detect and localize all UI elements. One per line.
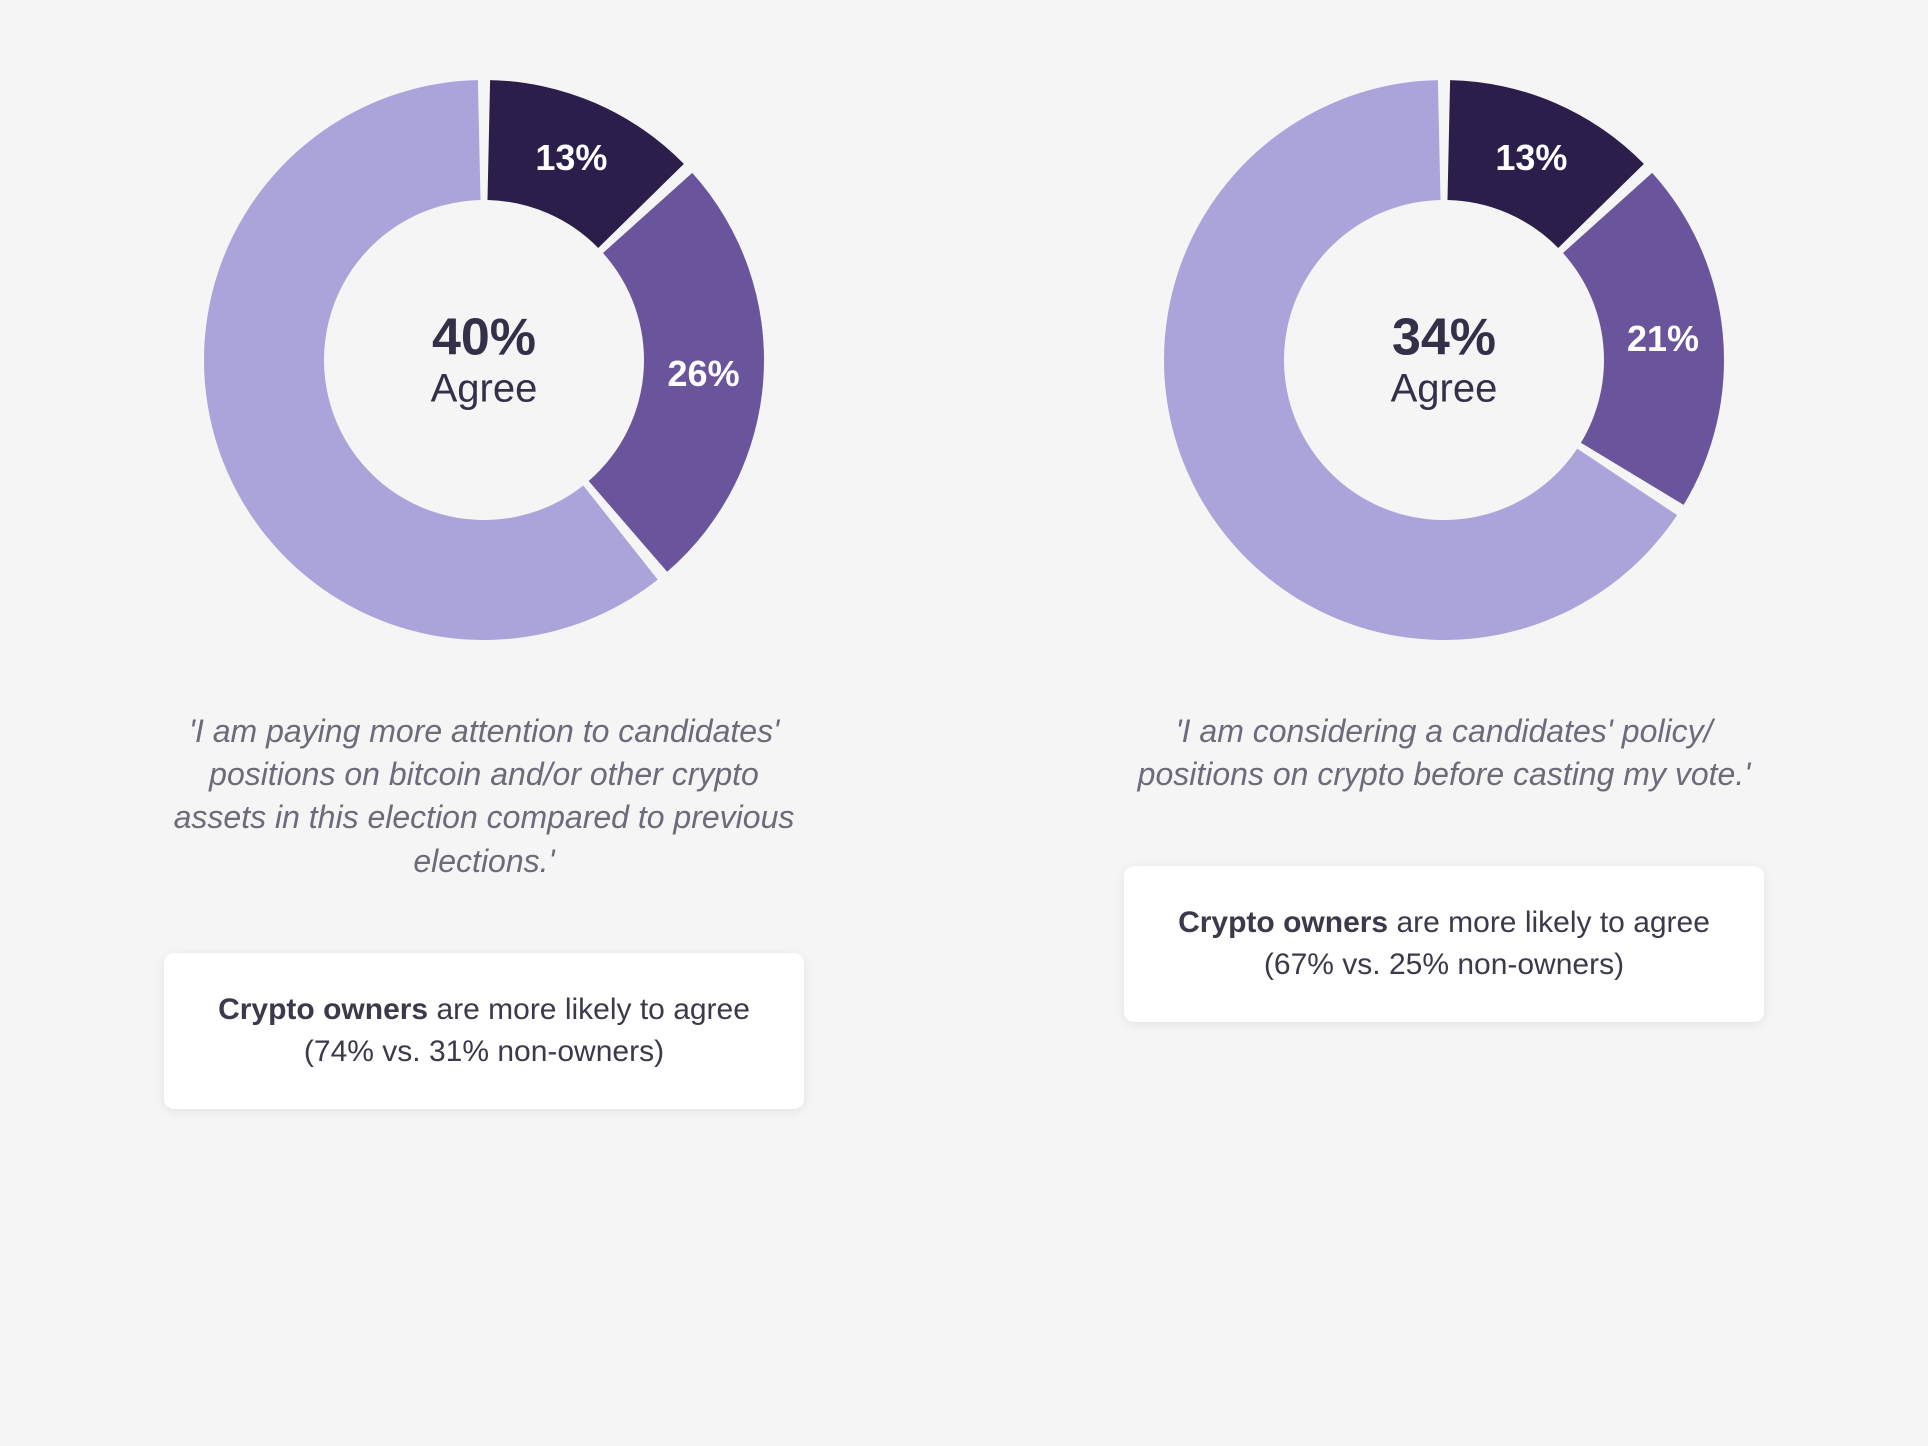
donut-center-label: Agree — [431, 367, 538, 411]
donut-chart: 13% 21% 34%Agree — [1144, 60, 1744, 660]
donut-slice-label: 21% — [1627, 318, 1699, 360]
chart-note-bold: Crypto owners — [218, 993, 428, 1026]
donut-center-label: Agree — [1391, 367, 1498, 411]
donut-chart: 13% 26% 40%Agree — [184, 60, 784, 660]
chart-note: Crypto owners are more likely to agree (… — [1124, 866, 1764, 1022]
chart-caption: 'I am considering a candidates' policy/ … — [1124, 710, 1764, 796]
chart-note: Crypto owners are more likely to agree (… — [164, 953, 804, 1109]
chart-note-bold: Crypto owners — [1178, 906, 1388, 939]
donut-center: 34%Agree — [1391, 309, 1498, 410]
donut-slice-label: 13% — [535, 137, 607, 179]
donut-center-percent: 34% — [1391, 309, 1498, 366]
chart-caption: 'I am paying more attention to candidate… — [164, 710, 804, 883]
donut-slice-label: 13% — [1495, 137, 1567, 179]
donut-slice-label: 26% — [668, 353, 740, 395]
chart-panel: 13% 21% 34%Agree 'I am considering a candid… — [1104, 60, 1784, 1109]
donut-center: 40%Agree — [431, 309, 538, 410]
chart-panel: 13% 26% 40%Agree 'I am paying more attentio… — [144, 60, 824, 1109]
donut-center-percent: 40% — [431, 309, 538, 366]
